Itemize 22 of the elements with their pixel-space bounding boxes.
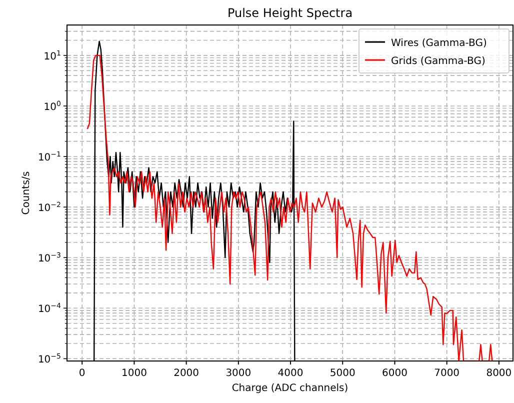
y-tick-label: 10$^{0}$ [44,100,61,113]
x-tick-label: 7000 [434,368,460,379]
y-tick-label: 10$^{−1}$ [38,150,61,164]
y-tick-label: 10$^{−4}$ [38,302,62,316]
line-series [86,54,493,361]
y-tick-label: 10$^{−3}$ [38,252,61,265]
legend-label: Wires (Gamma-BG) [391,38,487,49]
x-tick-label: 1000 [121,368,147,379]
y-tick-label: 10$^{−2}$ [38,201,61,214]
legend-label: Grids (Gamma-BG) [391,56,486,67]
x-axis-title: Charge (ADC channels) [232,383,348,394]
x-tick-label: 0 [78,368,86,379]
y-axis-title: Counts/s [21,171,32,215]
x-tick-label: 2000 [174,368,200,379]
chart-title: Pulse Height Spectra [227,6,353,20]
x-tick-label: 6000 [382,368,408,379]
y-tick-label: 10$^{−5}$ [38,352,61,366]
x-tick-label: 4000 [278,368,304,379]
y-tick-label: 10$^{1}$ [44,49,61,62]
x-tick-label: 3000 [226,368,252,379]
x-tick-label: 5000 [330,368,356,379]
x-tick-label: 8000 [486,368,512,379]
